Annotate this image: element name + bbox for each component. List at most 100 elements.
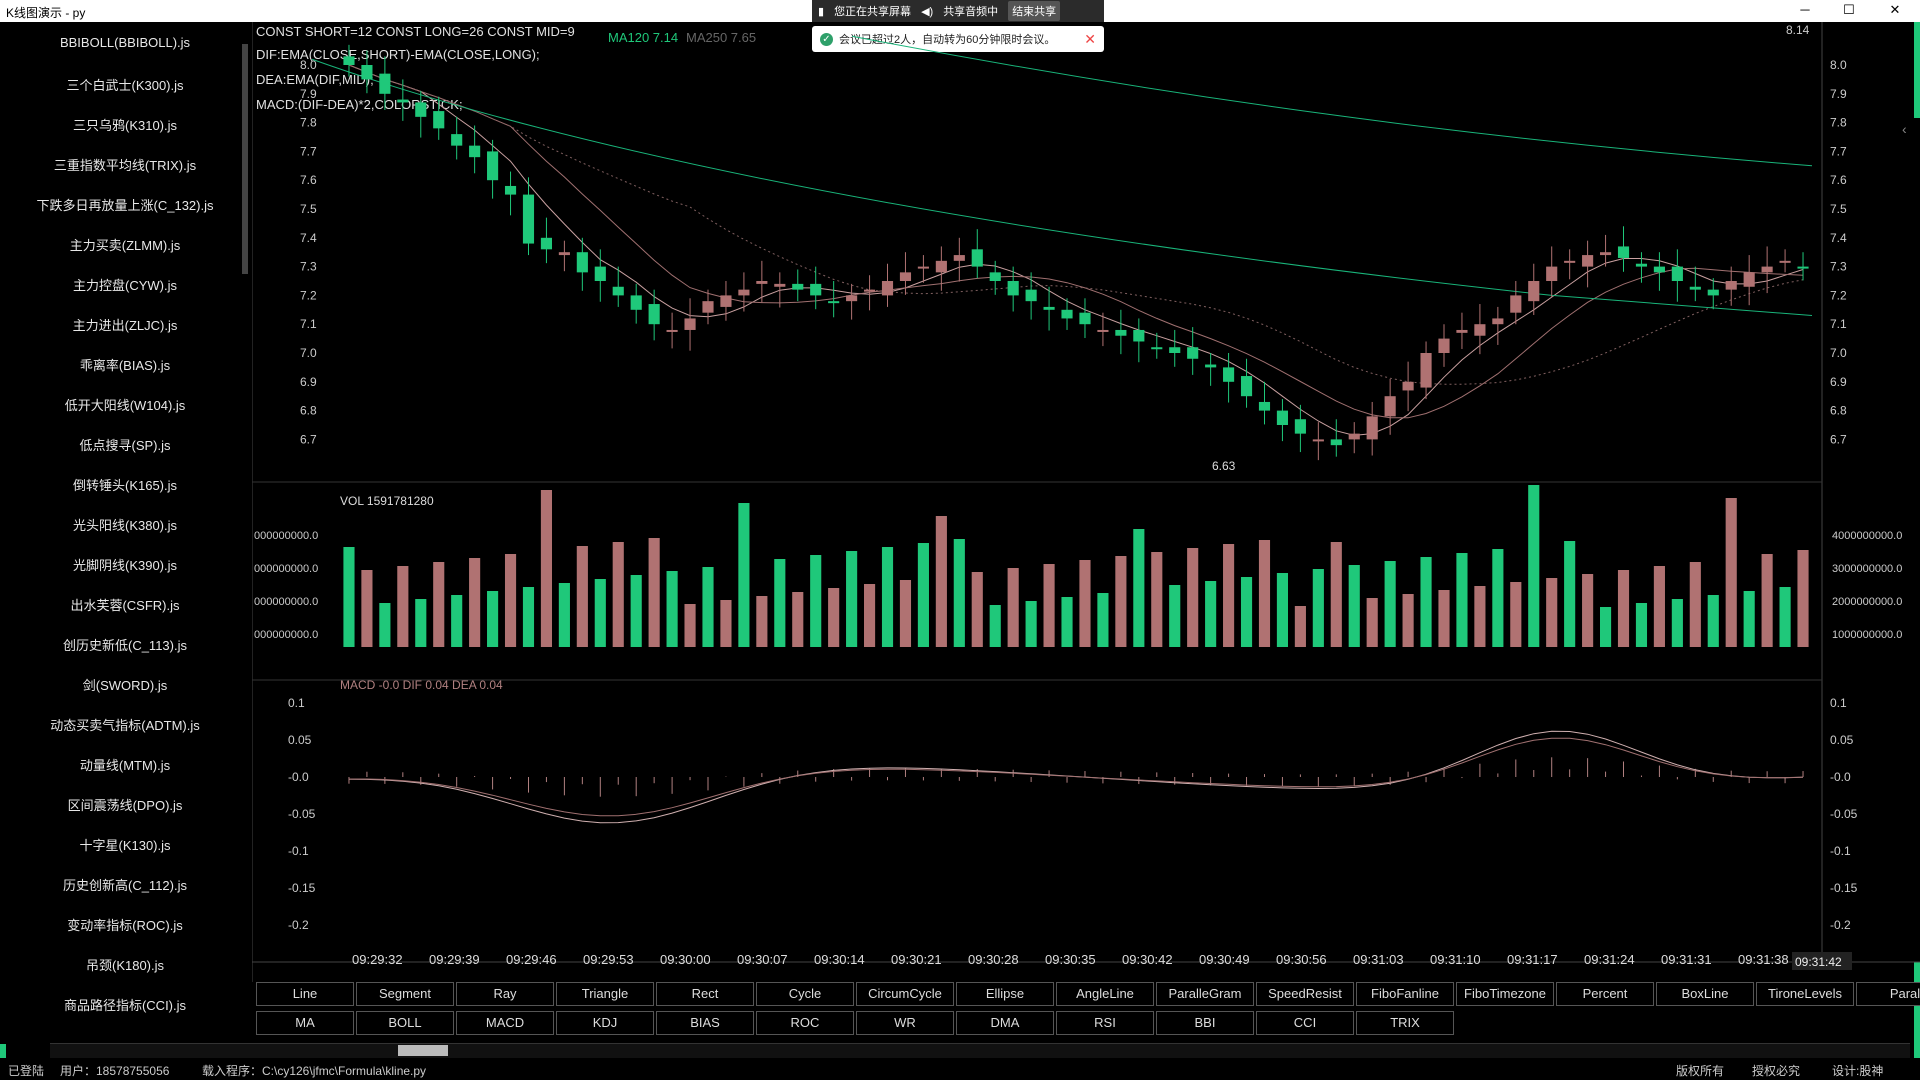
tool-button[interactable]: CircumCycle	[856, 982, 954, 1006]
sidebar-item[interactable]: 主力控盘(CYW).js	[73, 278, 177, 293]
time-tick: 09:29:39	[429, 952, 480, 967]
tool-button[interactable]: Segment	[356, 982, 454, 1006]
sidebar-item[interactable]: 商品路径指标(CCI).js	[63, 998, 187, 1013]
sidebar-item[interactable]: 光头阳线(K380).js	[72, 518, 178, 533]
sidebar-item[interactable]: 光脚阴线(K390).js	[72, 558, 178, 573]
tool-button[interactable]: Ellipse	[956, 982, 1054, 1006]
sidebar-item[interactable]: 创历史新低(C_113).js	[62, 638, 187, 653]
candle-body	[989, 272, 1001, 281]
sidebar-item[interactable]: BBIBOLL(BBIBOLL).js	[59, 35, 191, 50]
horizontal-scrollbar[interactable]	[50, 1043, 1910, 1058]
indicator-button[interactable]: MA	[256, 1011, 354, 1035]
candle-body	[451, 134, 463, 146]
minimize-icon[interactable]: ─	[1800, 2, 1810, 17]
tool-button[interactable]: TironeLevels	[1756, 982, 1854, 1006]
sidebar-item[interactable]: 三只乌鸦(K310).js	[72, 118, 178, 133]
candle-body	[1043, 306, 1055, 310]
price-tick-left: 7.1	[300, 317, 317, 331]
volume-bar	[1725, 498, 1737, 647]
indicator-button[interactable]: CCI	[1256, 1011, 1354, 1035]
scroll-thumb[interactable]	[398, 1045, 448, 1056]
candle-body	[522, 194, 535, 244]
volume-bar	[1599, 607, 1612, 647]
candle-body	[379, 73, 391, 94]
sidebar-item[interactable]: 变动率指标(ROC).js	[67, 918, 183, 933]
candle-body	[666, 329, 678, 332]
kline-chart[interactable]: CONST SHORT=12 CONST LONG=26 CONST MID=9…	[251, 22, 1920, 982]
maximize-icon[interactable]: ☐	[1843, 2, 1855, 17]
stop-share-button[interactable]: 结束共享	[1008, 1, 1061, 21]
candle-body	[415, 102, 427, 117]
volume-tick-right: 4000000000.0	[1832, 530, 1902, 542]
candle-body	[1671, 266, 1683, 281]
time-tick: 09:30:00	[660, 952, 711, 967]
tool-button[interactable]: Ray	[456, 982, 554, 1006]
sidebar-item[interactable]: 三重指数平均线(TRIX).js	[53, 158, 197, 173]
volume-bar	[1043, 564, 1055, 647]
volume-bar	[1061, 597, 1073, 647]
volume-title: VOL 1591781280	[340, 494, 434, 508]
time-tick: 09:30:35	[1045, 952, 1096, 967]
tool-button[interactable]: ParalleGram	[1156, 982, 1254, 1006]
sidebar-item[interactable]: 主力进出(ZLJC).js	[72, 318, 178, 333]
sidebar-item[interactable]: 低开大阳线(W104).js	[64, 398, 186, 413]
candle-body	[1653, 266, 1665, 273]
indicator-button[interactable]: RSI	[1056, 1011, 1154, 1035]
sidebar-item[interactable]: 倒转锤头(K165).js	[72, 478, 178, 493]
time-tick: 09:31:24	[1584, 952, 1635, 967]
tool-button[interactable]: BoxLine	[1656, 982, 1754, 1006]
candle-body	[828, 301, 840, 304]
indicator-button[interactable]: DMA	[956, 1011, 1054, 1035]
sidebar-item[interactable]: 主力买卖(ZLMM).js	[69, 238, 181, 253]
tool-button[interactable]: Triangle	[556, 982, 654, 1006]
candle-body	[469, 145, 481, 158]
sidebar-item[interactable]: 历史创新高(C_112).js	[62, 878, 187, 893]
candle-body	[612, 286, 624, 296]
indicator-button[interactable]: WR	[856, 1011, 954, 1035]
tool-button[interactable]: Line	[256, 982, 354, 1006]
indicator-button[interactable]: BIAS	[656, 1011, 754, 1035]
sidebar-item[interactable]: 吊颈(K180).js	[85, 958, 165, 973]
indicator-button[interactable]: ROC	[756, 1011, 854, 1035]
indicator-button[interactable]: KDJ	[556, 1011, 654, 1035]
sidebar-item[interactable]: 低点搜寻(SP).js	[79, 438, 171, 453]
candle-body	[1276, 410, 1289, 425]
sidebar-item[interactable]: 三个白武士(K300).js	[66, 78, 184, 93]
close-notice-icon[interactable]: ✕	[1084, 30, 1096, 47]
tool-button[interactable]: AngleLine	[1056, 982, 1154, 1006]
collapse-panel-icon[interactable]: ‹	[1902, 121, 1907, 137]
kline-chart-area[interactable]: CONST SHORT=12 CONST LONG=26 CONST MID=9…	[251, 22, 1920, 982]
indicator-button[interactable]: MACD	[456, 1011, 554, 1035]
sidebar-item[interactable]: 区间震荡线(DPO).js	[67, 798, 183, 813]
tool-button[interactable]: Percent	[1556, 982, 1654, 1006]
sidebar-item[interactable]: 剑(SWORD).js	[82, 678, 168, 693]
tool-button[interactable]: Rect	[656, 982, 754, 1006]
sidebar-item[interactable]: 动量线(MTM).js	[79, 758, 171, 773]
tool-button[interactable]: FiboTimezone	[1456, 982, 1554, 1006]
volume-tick-right: 2000000000.0	[1832, 596, 1902, 608]
macd-tick-left: -0.2	[288, 918, 309, 932]
designer-status: 设计:股神	[1832, 1064, 1884, 1078]
tool-button[interactable]: SpeedResist	[1256, 982, 1354, 1006]
sidebar-item[interactable]: 乖离率(BIAS).js	[79, 358, 171, 373]
sidebar-item[interactable]: 下跌多日再放量上涨(C_132).js	[36, 198, 214, 213]
candle-body	[1007, 281, 1019, 296]
volume-bar	[1420, 557, 1432, 647]
sidebar-scrollbar[interactable]	[242, 44, 248, 274]
candle-body	[1384, 396, 1396, 417]
indicator-button[interactable]: BBI	[1156, 1011, 1254, 1035]
sidebar-item[interactable]: 出水芙蓉(CSFR).js	[70, 598, 180, 613]
candle-body	[1564, 260, 1576, 263]
tool-button[interactable]: Paral	[1856, 982, 1920, 1006]
tool-button[interactable]: Cycle	[756, 982, 854, 1006]
ma10-line	[348, 64, 1804, 419]
close-icon[interactable]: ✕	[1889, 2, 1901, 17]
volume-bar	[433, 562, 445, 647]
volume-tick-left: 000000000.0	[254, 530, 318, 542]
candle-body	[594, 266, 606, 281]
sidebar-item[interactable]: 十字星(K130).js	[79, 838, 171, 853]
sidebar-item[interactable]: 动态买卖气指标(ADTM).js	[50, 718, 200, 733]
indicator-button[interactable]: TRIX	[1356, 1011, 1454, 1035]
tool-button[interactable]: FiboFanline	[1356, 982, 1454, 1006]
indicator-button[interactable]: BOLL	[356, 1011, 454, 1035]
